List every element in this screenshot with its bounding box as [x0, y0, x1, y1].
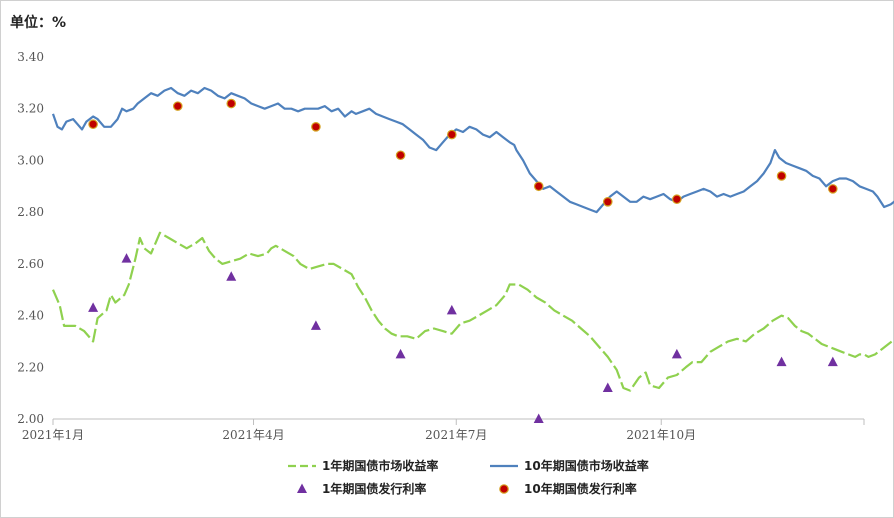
x-tick-label: 2021年1月 [22, 428, 84, 442]
y-tick-label: 2.80 [17, 205, 44, 219]
marker-10y-issue [88, 119, 98, 130]
legend-item: 10年期国债发行利率 [499, 481, 637, 496]
y-tick-label: 2.40 [17, 309, 44, 323]
x-axis: 2021年1月 2021年4月 2021年7月 2021年10月 [22, 418, 865, 442]
marker-1y-issue [310, 320, 321, 330]
series-line-10y-market [51, 86, 894, 214]
legend-label: 10年期国债市场收益率 [524, 458, 649, 473]
legend-item: 1年期国债市场收益率 [288, 458, 438, 473]
y-tick-label: 2.60 [17, 257, 44, 271]
legend-item: 10年期国债市场收益率 [490, 458, 649, 473]
marker-10y-issue [172, 101, 183, 111]
marker-10y-issue [447, 129, 457, 140]
legend-label: 10年期国债发行利率 [524, 481, 637, 496]
marker-1y-issue [602, 382, 613, 392]
legend-label: 1年期国债市场收益率 [322, 458, 438, 473]
marker-10y-issue [395, 150, 406, 161]
marker-1y-issue [88, 302, 99, 312]
marker-10y-issue [311, 122, 321, 132]
marker-10y-issue [226, 98, 237, 109]
x-tick-label: 2021年10月 [626, 428, 696, 442]
marker-1y-issue [446, 304, 457, 315]
y-tick-label: 3.20 [17, 102, 44, 116]
x-tick-label: 2021年4月 [222, 428, 284, 442]
marker-10y-issue [602, 197, 613, 207]
marker-1y-issue [226, 271, 237, 281]
unit-label: 单位：% [10, 15, 67, 31]
marker-10y-issue [533, 181, 544, 192]
marker-1y-issue [827, 356, 838, 367]
y-tick-label: 3.40 [17, 50, 44, 64]
series-line-1y-market [51, 231, 894, 392]
marker-1y-issue [533, 413, 544, 423]
x-tick-label: 2021年7月 [425, 428, 487, 442]
legend-item: 1年期国债发行利率 [297, 481, 426, 496]
legend-swatch-triangle [297, 483, 307, 493]
legend-label: 1年期国债发行利率 [322, 481, 426, 496]
marker-10y-issue [672, 194, 682, 205]
marker-1y-issue [671, 348, 682, 359]
y-tick-label: 3.00 [17, 153, 44, 167]
series-layer [51, 86, 894, 423]
marker-1y-issue [776, 356, 787, 367]
marker-1y-issue [121, 253, 132, 263]
y-tick-label: 2.20 [17, 360, 44, 374]
legend-swatch-circle [499, 484, 509, 494]
marker-10y-issue [828, 184, 838, 194]
y-tick-label: 2.00 [17, 412, 44, 426]
marker-10y-issue [776, 171, 787, 181]
y-axis: 3.40 3.20 3.00 2.80 2.60 2.40 2.20 2.00 [17, 50, 44, 426]
legend: 1年期国债市场收益率 10年期国债市场收益率 1年期国债发行利率 10年期国债发行利率 [288, 458, 649, 496]
marker-1y-issue [395, 348, 406, 359]
